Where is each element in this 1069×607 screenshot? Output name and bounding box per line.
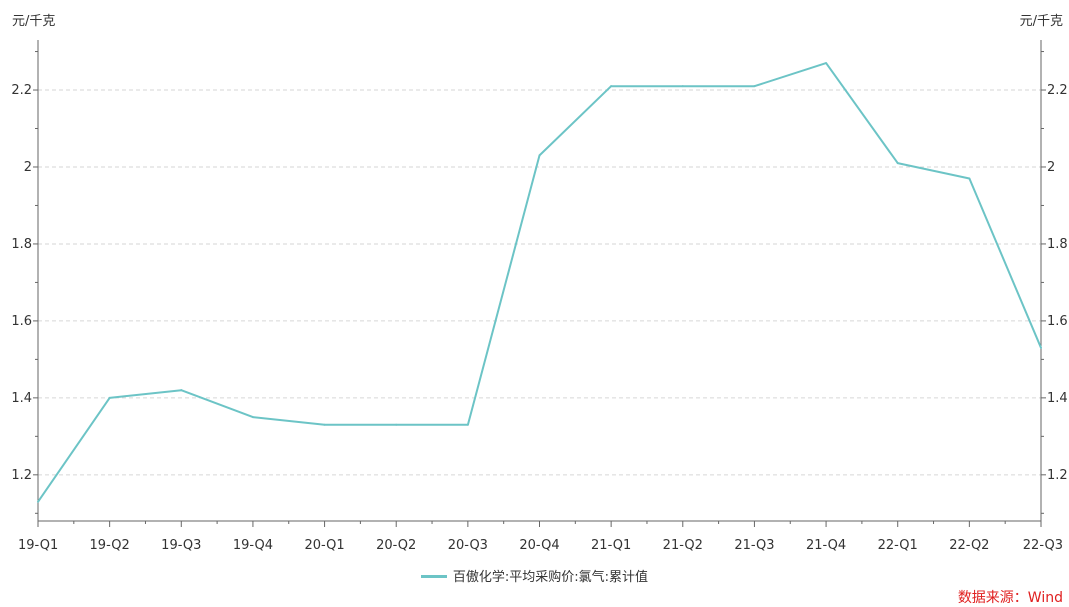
y-tick-label-left: 1.2 bbox=[11, 468, 32, 483]
x-tick-label: 20-Q1 bbox=[304, 538, 344, 553]
x-tick-label: 22-Q2 bbox=[949, 538, 989, 553]
data-point bbox=[180, 389, 183, 392]
data-point bbox=[323, 423, 326, 426]
data-point bbox=[896, 162, 899, 165]
data-point bbox=[37, 500, 39, 503]
legend-label: 百傲化学:平均采购价:氯气:累计值 bbox=[452, 570, 649, 585]
data-point bbox=[466, 423, 469, 426]
data-point bbox=[395, 423, 398, 426]
data-point bbox=[251, 416, 254, 419]
x-tick-label: 19-Q3 bbox=[161, 538, 201, 553]
data-source-note: 数据来源：Wind bbox=[957, 590, 1063, 606]
x-tick-label: 21-Q4 bbox=[806, 538, 846, 553]
x-tick-label: 22-Q3 bbox=[1023, 538, 1063, 553]
data-point bbox=[681, 85, 684, 88]
y-tick-label-right: 1.4 bbox=[1047, 391, 1068, 406]
data-point bbox=[538, 154, 541, 157]
x-tick-label: 20-Q4 bbox=[519, 538, 559, 553]
data-point bbox=[825, 62, 828, 65]
legend[interactable]: 百傲化学:平均采购价:氯气:累计值 bbox=[0, 566, 1069, 585]
series-line bbox=[37, 62, 1042, 503]
y-tick-label-right: 1.8 bbox=[1047, 237, 1068, 252]
right-axis-unit: 元/千克 bbox=[1019, 14, 1063, 29]
y-tick-label-left: 1.6 bbox=[11, 314, 32, 329]
y-tick-label-right: 2.2 bbox=[1047, 83, 1068, 98]
legend-swatch bbox=[420, 575, 447, 578]
data-point bbox=[108, 396, 111, 399]
left-axis-unit: 元/千克 bbox=[12, 14, 56, 29]
y-tick-label-left: 1.8 bbox=[11, 237, 32, 252]
y-tick-label-left: 2.2 bbox=[11, 83, 32, 98]
y-tick-label-left: 1.4 bbox=[11, 391, 32, 406]
x-tick-label: 19-Q2 bbox=[90, 538, 130, 553]
x-tick-label: 22-Q1 bbox=[878, 538, 918, 553]
x-tick-label: 19-Q1 bbox=[18, 538, 58, 553]
y-tick-label-right: 2 bbox=[1047, 160, 1055, 175]
x-tick-label: 19-Q4 bbox=[233, 538, 273, 553]
y-tick-label-right: 1.6 bbox=[1047, 314, 1068, 329]
data-point bbox=[1040, 346, 1042, 349]
y-tick-label-left: 2 bbox=[24, 160, 32, 175]
y-tick-label-right: 1.2 bbox=[1047, 468, 1068, 483]
x-tick-label: 21-Q2 bbox=[663, 538, 703, 553]
data-point bbox=[753, 85, 756, 88]
x-tick-label: 20-Q2 bbox=[376, 538, 416, 553]
data-point bbox=[610, 85, 613, 88]
data-point bbox=[968, 177, 971, 180]
x-tick-label: 20-Q3 bbox=[448, 538, 488, 553]
x-tick-label: 21-Q3 bbox=[734, 538, 774, 553]
x-tick-label: 21-Q1 bbox=[591, 538, 631, 553]
